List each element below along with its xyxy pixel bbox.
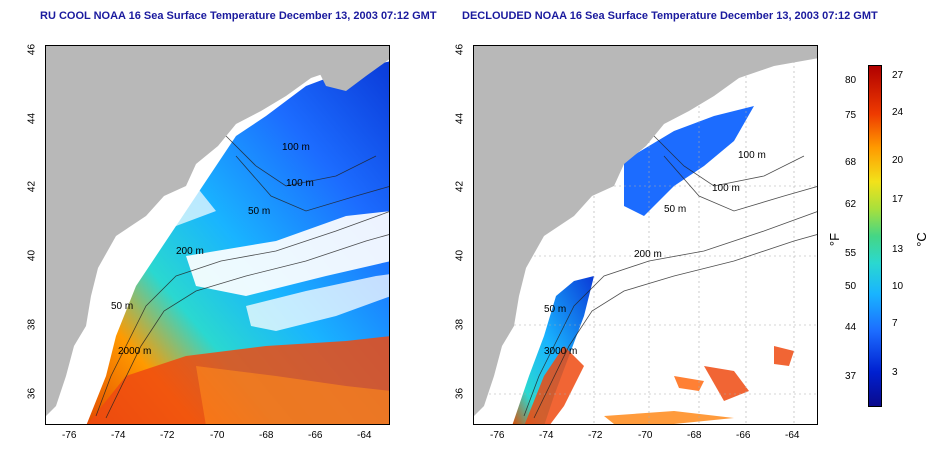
lon-tick-label: -68 <box>687 430 702 441</box>
cloud-band <box>186 211 389 296</box>
sst-swath <box>512 276 594 424</box>
gulf-stream <box>704 366 749 401</box>
fahrenheit-tick: 50 <box>845 281 857 292</box>
contour-label: 100 m <box>712 183 740 194</box>
lat-tick-label: 44 <box>26 112 38 125</box>
celsius-tick: 24 <box>892 107 904 118</box>
fahrenheit-tick: 55 <box>845 248 857 259</box>
lon-tick-label: -74 <box>539 430 554 441</box>
declouded-sst-map: 100 m 100 m 50 m 200 m 50 m 3000 m <box>473 45 818 425</box>
celsius-tick: 13 <box>892 244 904 255</box>
celsius-tick: 3 <box>892 367 898 378</box>
contour-label: 2000 m <box>118 346 152 357</box>
contour-label: 200 m <box>176 246 204 257</box>
lon-tick-label: -64 <box>357 430 372 441</box>
land-mass <box>306 46 389 91</box>
sst-swath <box>624 106 754 216</box>
contour-label: 3000 m <box>544 346 578 357</box>
lat-tick-label: 42 <box>454 180 466 193</box>
lon-tick-label: -76 <box>490 430 505 441</box>
lat-tick-label: 36 <box>454 387 466 400</box>
celsius-tick: 27 <box>892 70 904 81</box>
contour-label: 200 m <box>634 249 662 260</box>
sst-swath <box>86 61 389 424</box>
lat-tick-label: 46 <box>26 43 38 56</box>
lat-tick-label: 38 <box>26 318 38 331</box>
gulf-stream <box>196 366 389 424</box>
lat-tick-label: 42 <box>26 180 38 193</box>
fahrenheit-tick: 68 <box>845 157 857 168</box>
land-mass <box>46 46 389 416</box>
contour-label: 100 m <box>738 150 766 161</box>
lon-tick-label: -74 <box>111 430 126 441</box>
fahrenheit-tick: 37 <box>845 371 857 382</box>
lat-tick-label: 40 <box>454 249 466 262</box>
fahrenheit-tick: 44 <box>845 322 857 333</box>
cloud-band <box>156 186 216 226</box>
contour-label: 50 m <box>544 304 567 315</box>
contour-label: 100 m <box>286 178 314 189</box>
lat-tick-label: 44 <box>454 112 466 125</box>
celsius-tick: 17 <box>892 194 904 205</box>
celsius-tick: 10 <box>892 281 904 292</box>
temperature-colorbar <box>868 65 882 407</box>
contour-label: 50 m <box>248 206 271 217</box>
fahrenheit-tick: 80 <box>845 75 857 86</box>
gulf-stream <box>604 411 734 424</box>
right-map-title: DECLOUDED NOAA 16 Sea Surface Temperatur… <box>462 10 878 22</box>
lon-tick-label: -70 <box>638 430 653 441</box>
lon-tick-label: -72 <box>160 430 175 441</box>
raw-sst-map: 100 m 100 m 50 m 200 m 50 m 2000 m <box>45 45 390 425</box>
gulf-stream <box>774 346 794 366</box>
celsius-unit-label: °C <box>913 232 929 247</box>
fahrenheit-tick: 75 <box>845 110 857 121</box>
left-map-title: RU COOL NOAA 16 Sea Surface Temperature … <box>40 10 437 22</box>
land-mass <box>474 46 817 416</box>
celsius-tick: 20 <box>892 155 904 166</box>
contour-label: 50 m <box>111 301 134 312</box>
lat-tick-label: 40 <box>26 249 38 262</box>
lon-tick-label: -72 <box>588 430 603 441</box>
lon-tick-label: -68 <box>259 430 274 441</box>
gulf-stream <box>524 346 584 424</box>
lon-tick-label: -66 <box>736 430 751 441</box>
lon-tick-label: -76 <box>62 430 77 441</box>
lon-tick-label: -64 <box>785 430 800 441</box>
lat-tick-label: 36 <box>26 387 38 400</box>
lat-tick-label: 46 <box>454 43 466 56</box>
fahrenheit-tick: 62 <box>845 199 857 210</box>
lat-tick-label: 38 <box>454 318 466 331</box>
contour-label: 50 m <box>664 204 687 215</box>
gulf-stream <box>674 376 704 391</box>
cloud-band <box>246 274 389 331</box>
lon-tick-label: -66 <box>308 430 323 441</box>
celsius-tick: 7 <box>892 318 898 329</box>
lon-tick-label: -70 <box>210 430 225 441</box>
fahrenheit-unit-label: °F <box>827 232 843 247</box>
contour-label: 100 m <box>282 142 310 153</box>
